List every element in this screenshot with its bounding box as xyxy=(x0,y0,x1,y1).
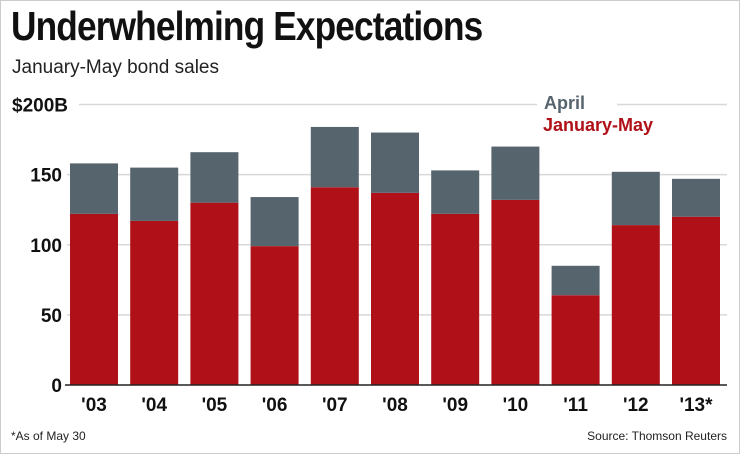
legend-april: April xyxy=(544,93,585,113)
bar-january-may xyxy=(371,192,419,385)
y-tick-label: 50 xyxy=(41,306,62,327)
bar-april xyxy=(250,197,299,247)
bar-april xyxy=(371,132,419,193)
bar-january-may xyxy=(672,216,720,385)
bar-january-may xyxy=(190,202,239,385)
legend-january-may: January-May xyxy=(543,115,653,135)
x-tick-label: '12 xyxy=(623,395,649,416)
x-tick-label: '06 xyxy=(262,395,288,416)
x-tick-label: '03 xyxy=(81,395,107,416)
bar-january-may xyxy=(431,213,480,385)
bar-january-may xyxy=(310,187,359,385)
y-tick-label: 0 xyxy=(51,376,62,397)
x-tick-label: '08 xyxy=(382,395,408,416)
bar-january-may xyxy=(250,246,299,385)
legend-bg xyxy=(537,93,617,113)
x-tick-label: '05 xyxy=(202,395,228,416)
x-tick-label: '13* xyxy=(679,395,713,416)
x-tick-label: '11 xyxy=(563,395,588,416)
bar-april xyxy=(190,152,239,203)
bar-january-may xyxy=(611,225,660,385)
bar-april xyxy=(672,178,720,217)
y-tick-label: $200B xyxy=(12,96,68,117)
x-tick-label: '10 xyxy=(503,395,529,416)
x-tick-label: '04 xyxy=(141,395,167,416)
bar-january-may xyxy=(551,295,600,385)
bar-april xyxy=(310,126,359,188)
bar-january-may xyxy=(491,199,540,385)
chart-title: Underwhelming Expectations xyxy=(11,3,483,49)
y-tick-label: 100 xyxy=(30,236,62,257)
bar-april xyxy=(491,146,540,200)
x-tick-label: '09 xyxy=(442,395,468,416)
x-tick-label: '07 xyxy=(322,395,348,416)
bar-april xyxy=(611,171,660,226)
bar-april xyxy=(70,163,118,214)
bar-january-may xyxy=(70,213,118,385)
bar-april xyxy=(431,170,480,214)
footnote: *As of May 30 xyxy=(11,429,86,443)
bar-january-may xyxy=(130,220,179,385)
source-note: Source: Thomson Reuters xyxy=(587,429,727,443)
bar-april xyxy=(130,167,179,221)
bar-april xyxy=(551,265,600,296)
y-tick-label: 150 xyxy=(30,166,62,187)
chart-subtitle: January-May bond sales xyxy=(12,57,219,78)
